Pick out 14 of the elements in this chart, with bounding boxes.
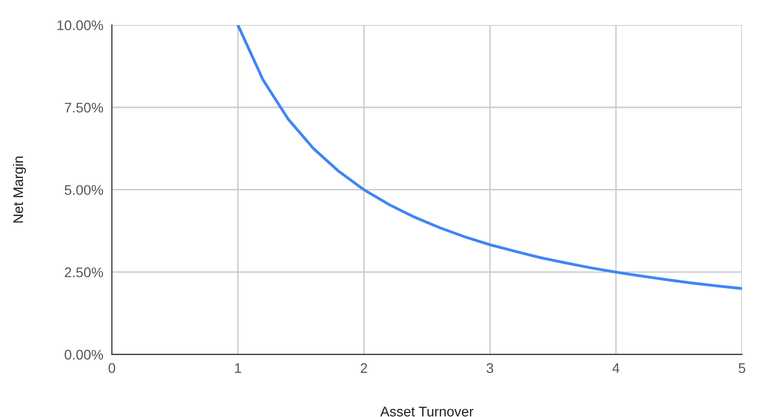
x-tick-label: 5 [738,363,746,373]
x-tick-label: 3 [486,363,494,373]
y-tick-label: 0.00% [64,350,104,360]
y-tick-label: 2.50% [64,267,104,278]
x-tick-label: 0 [108,363,116,373]
x-axis-title: Asset Turnover [380,406,474,416]
x-tick-label: 2 [360,363,368,373]
x-tick-label: 4 [612,363,620,373]
y-axis-title: Net Margin [12,156,26,223]
y-tick-label: 7.50% [64,102,104,113]
y-tick-label: 10.00% [57,20,104,30]
x-tick-label: 1 [235,363,242,373]
y-tick-label: 5.00% [64,185,104,195]
line-series [236,25,742,290]
